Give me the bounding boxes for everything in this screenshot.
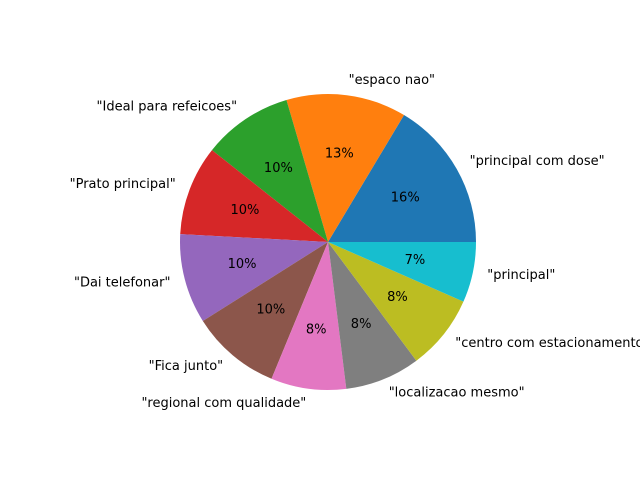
pie-slice-5 — [180, 234, 328, 321]
percent-label-2: 13% — [325, 146, 354, 161]
percent-label-8: 8% — [351, 317, 372, 332]
category-label-9: "centro com estacionamento" — [455, 336, 640, 351]
pie-slice-1 — [328, 115, 476, 242]
pie-slice-7 — [271, 242, 347, 391]
category-label-1: "principal com dose" — [470, 154, 605, 169]
pie-slice-9 — [328, 242, 464, 361]
percent-label-6: 10% — [256, 302, 285, 317]
percent-label-5: 10% — [228, 257, 257, 272]
pie-slice-3 — [211, 99, 328, 242]
percent-label-10: 7% — [405, 253, 426, 268]
pie-labels: 16% "principal com dose" 13% "espaco nao" 10… — [70, 73, 640, 411]
category-label-4: "Prato principal" — [70, 177, 176, 192]
percent-label-7: 8% — [306, 323, 327, 338]
percent-label-1: 16% — [391, 191, 420, 206]
category-label-8: "localizacao mesmo" — [389, 386, 525, 401]
pie-slices — [180, 93, 476, 391]
category-label-3: "Ideal para refeicoes" — [97, 99, 238, 114]
pie-slice-4 — [180, 150, 328, 242]
pie-slice-2 — [286, 93, 405, 242]
pie-slice-6 — [202, 242, 328, 379]
percent-label-3: 10% — [264, 161, 293, 176]
category-label-6: "Fica junto" — [149, 359, 224, 374]
category-label-5: "Dai telefonar" — [74, 276, 170, 291]
pie-slice-8 — [328, 242, 417, 389]
category-label-10: "principal" — [487, 268, 555, 283]
percent-label-9: 8% — [387, 290, 408, 305]
percent-label-4: 10% — [230, 203, 259, 218]
category-label-7: "regional com qualidade" — [141, 396, 306, 411]
category-label-2: "espaco nao" — [349, 73, 435, 88]
pie-slice-10 — [328, 242, 476, 302]
